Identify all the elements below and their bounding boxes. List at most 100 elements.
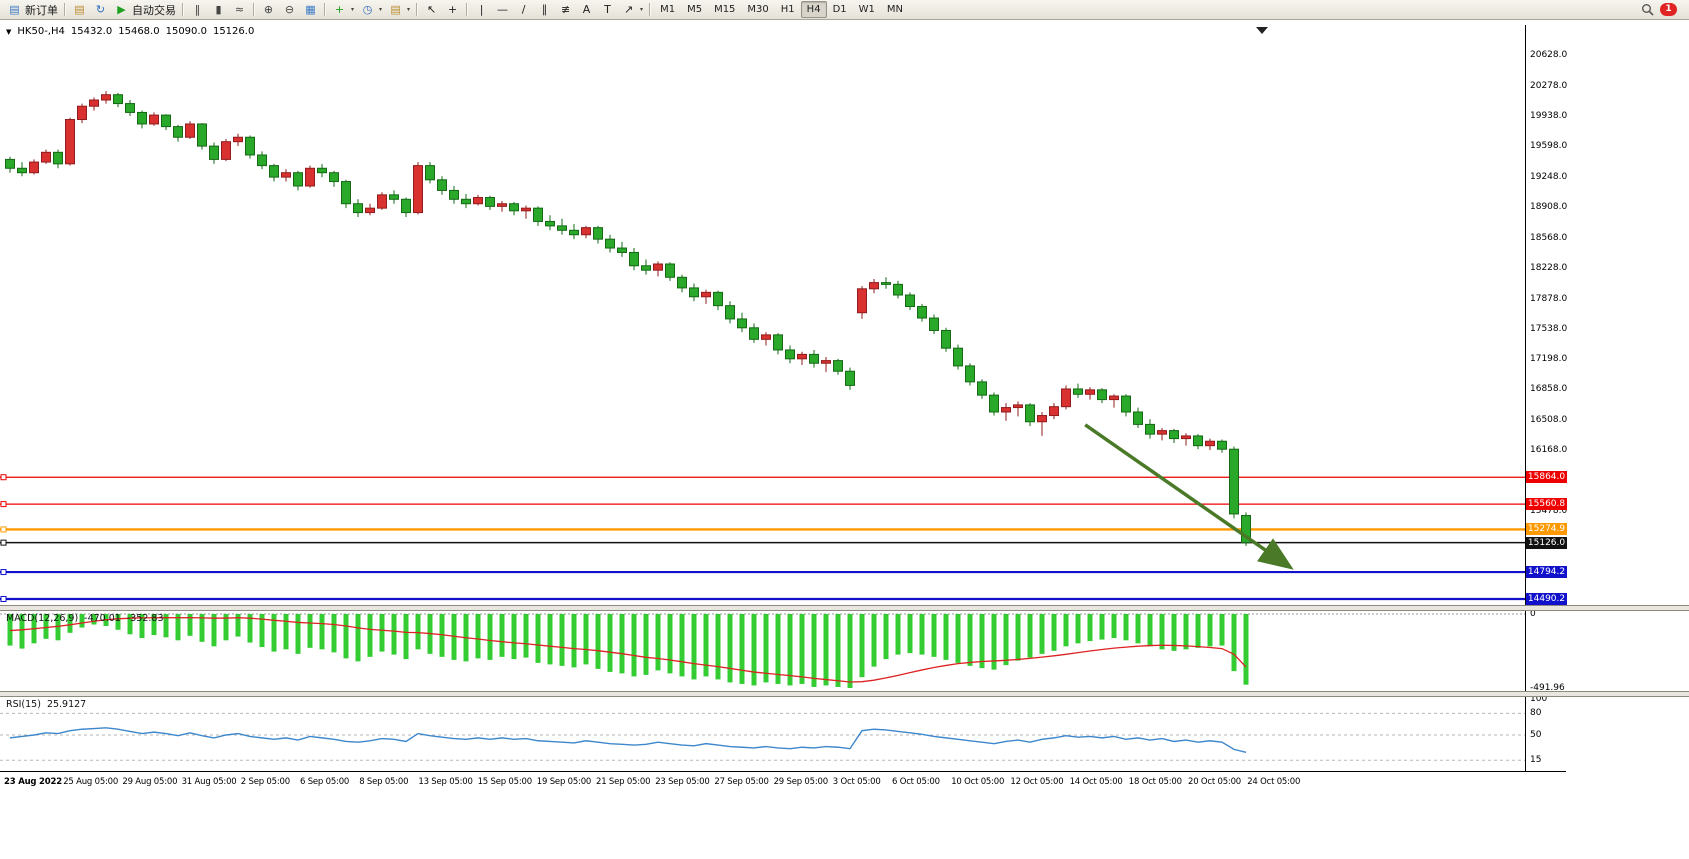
candle <box>869 282 879 290</box>
candle <box>77 105 87 121</box>
macd-histogram <box>7 614 1249 688</box>
toolbar: ▤ 新订单 ▤ ↻ ▶ 自动交易 ‖ ▮ ≈ ⊕ ⊖ ▦ + ▾ ◷ ▾ ▤ ▾ ↖ + | — / ∥ ≢ A T ↗ ▾ M1 M5 M1… <box>0 0 1689 20</box>
candle <box>497 203 507 207</box>
current-price-line-handle[interactable] <box>0 539 7 546</box>
refresh-button[interactable]: ↻ <box>90 2 111 18</box>
macd-bar <box>283 614 289 650</box>
candle <box>1193 435 1203 447</box>
autotrading-button[interactable]: ▶ 自动交易 <box>111 2 179 18</box>
macd-bar <box>619 614 625 674</box>
macd-bar <box>19 614 25 649</box>
candle <box>1061 388 1071 408</box>
macd-panel-divider[interactable] <box>0 605 1689 611</box>
candle <box>233 136 243 143</box>
candlestick-chart-button[interactable]: ▮ <box>208 2 229 18</box>
candle <box>701 291 711 298</box>
timeframe-m30[interactable]: M30 <box>747 4 769 15</box>
candle <box>665 263 675 278</box>
macd-bar <box>679 614 685 677</box>
candle <box>389 194 399 200</box>
rsi-current-value: 25.9127 <box>46 699 87 710</box>
macd-bar <box>1039 614 1045 654</box>
candle <box>677 276 687 289</box>
candle <box>857 288 867 314</box>
macd-bar <box>1015 614 1021 661</box>
timeframe-group: M1 M5 M15 M30 H1 H4 D1 W1 MN <box>654 1 909 18</box>
chart-high-value: 15468.0 <box>118 26 160 37</box>
equidistant-channel-button[interactable]: ∥ <box>534 2 555 18</box>
macd-bar <box>67 614 73 633</box>
zoom-in-icon: ⊕ <box>263 3 274 16</box>
crosshair-button[interactable]: + <box>442 2 463 18</box>
fibonacci-button[interactable]: ≢ <box>555 2 576 18</box>
candle <box>5 158 15 169</box>
notification-badge[interactable]: 1 <box>1660 3 1677 16</box>
macd-bar <box>499 614 505 657</box>
horizontal-line-button[interactable]: — <box>492 2 513 18</box>
vertical-line-button[interactable]: | <box>471 2 492 18</box>
macd-bar <box>739 614 745 684</box>
rsi-panel-divider[interactable] <box>0 691 1689 697</box>
macd-bar <box>751 614 757 686</box>
macd-bar <box>199 614 205 642</box>
bar-chart-button[interactable]: ‖ <box>187 2 208 18</box>
arrows-button[interactable]: ↗ ▾ <box>618 2 646 18</box>
text-button[interactable]: A <box>576 2 597 18</box>
timeframe-h1[interactable]: H1 <box>780 4 795 15</box>
macd-bar <box>991 614 997 670</box>
orange-level-line-handle[interactable] <box>0 526 7 533</box>
support-line-2-handle[interactable] <box>0 595 7 602</box>
candle <box>317 167 327 174</box>
refresh-icon: ↻ <box>95 3 106 16</box>
macd-bar <box>367 614 373 657</box>
macd-bar <box>607 614 613 672</box>
cursor-button[interactable]: ↖ <box>421 2 442 18</box>
macd-bar <box>859 614 865 678</box>
chart-menu-icon[interactable]: ▼ <box>6 27 12 36</box>
candle <box>893 283 903 296</box>
macd-bar <box>919 614 925 655</box>
macd-bar <box>799 614 805 684</box>
macd-bar <box>715 614 721 680</box>
timeframe-d1[interactable]: D1 <box>832 4 847 15</box>
line-chart-button[interactable]: ≈ <box>229 2 250 18</box>
candle <box>881 282 891 285</box>
templates-button[interactable]: ▤ ▾ <box>385 2 413 18</box>
support-line-1-handle[interactable] <box>0 569 7 576</box>
timeframe-m15[interactable]: M15 <box>714 4 736 15</box>
candle <box>413 165 423 214</box>
trendline-button[interactable]: / <box>513 2 534 18</box>
candle <box>209 145 219 160</box>
macd-bar <box>523 614 529 658</box>
timeframe-m5[interactable]: M5 <box>687 4 703 15</box>
candle <box>1205 440 1215 447</box>
candle <box>185 123 195 138</box>
zoom-out-icon: ⊖ <box>284 3 295 16</box>
timeframe-w1[interactable]: W1 <box>858 4 875 15</box>
candle <box>989 394 999 413</box>
candle <box>905 294 915 308</box>
candle <box>737 318 747 329</box>
tile-windows-button[interactable]: ▦ <box>300 2 321 18</box>
zoom-out-button[interactable]: ⊖ <box>279 2 300 18</box>
timeframe-m1[interactable]: M1 <box>660 4 676 15</box>
text-label-button[interactable]: T <box>597 2 618 18</box>
zoom-in-button[interactable]: ⊕ <box>258 2 279 18</box>
timeframe-mn[interactable]: MN <box>886 4 903 15</box>
autotrading-button-label: 自动交易 <box>132 3 176 17</box>
new-order-button[interactable]: ▤ 新订单 <box>4 2 61 18</box>
macd-bar <box>955 614 961 663</box>
timeframe-h4[interactable]: H4 <box>800 1 827 18</box>
candle <box>65 119 75 165</box>
resistance-line-1-handle[interactable] <box>0 474 7 481</box>
search-button[interactable] <box>1640 2 1655 17</box>
candle <box>461 198 471 205</box>
profiles-button[interactable]: ▤ <box>69 2 90 18</box>
trend-arrow[interactable] <box>1084 423 1294 570</box>
candle <box>1169 430 1179 440</box>
indicators-button[interactable]: + ▾ <box>329 2 357 18</box>
resistance-line-2-handle[interactable] <box>0 501 7 508</box>
periods-button[interactable]: ◷ ▾ <box>357 2 385 18</box>
